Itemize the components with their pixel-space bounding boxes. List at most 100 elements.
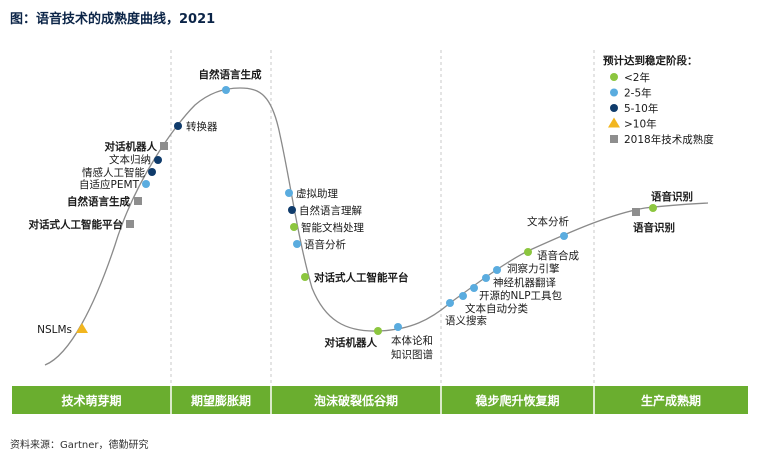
hype-point: 文本分析 [527,215,569,240]
legend-item: >10年 [608,117,657,131]
point-label: 转换器 [186,120,218,133]
point-label: 智能文档处理 [301,221,364,234]
point-label: 自然语言生成 [67,195,130,208]
point-marker [459,292,467,300]
point-label: 对话机器人 [105,140,158,153]
point-marker [174,122,182,130]
point-marker [148,168,156,176]
point-label: 对话式人工智能平台 [29,218,124,231]
hype-point: 自然语言生成 [67,195,142,208]
hype-point: 语音合成 [524,248,579,262]
point-marker [301,273,309,281]
point-label: 自然语言理解 [299,204,362,217]
hype-point: 对话机器人 [325,327,382,349]
point-marker [290,223,298,231]
point-label: 虚拟助理 [296,187,338,200]
hype-point: 虚拟助理 [285,187,338,200]
point-label: 语音分析 [304,238,346,251]
hype-point: NSLMs [37,323,88,336]
hype-point: 开源的NLP工具包 [470,284,563,302]
point-label: 语音合成 [537,249,579,262]
point-marker [293,240,301,248]
point-label: 对话机器人 [325,336,378,349]
point-label: 文本分析 [527,215,569,228]
point-marker [222,86,230,94]
point-label: 情感人工智能 [82,166,145,179]
point-label: 文本自动分类 [465,302,528,315]
point-label: 洞察力引擎 [507,262,560,275]
hype-point: 文本自动分类 [459,292,528,315]
point-marker [160,142,168,150]
point-label: 本体论和 [391,334,433,347]
legend-item: 5-10年 [610,102,658,115]
point-marker [482,274,490,282]
legend-label: 2018年技术成熟度 [624,133,714,146]
hype-point: 情感人工智能 [82,166,156,179]
point-marker [524,248,532,256]
legend-marker [610,73,618,81]
hype-point: 语音分析 [293,238,346,251]
legend-label: 5-10年 [624,102,658,115]
data-points: NSLMs对话式人工智能平台自然语言生成自适应PEMT情感人工智能文本归纳对话机… [29,68,694,361]
point-marker [126,220,134,228]
legend-marker [610,104,618,112]
point-marker [285,189,293,197]
hype-point: 对话式人工智能平台 [301,271,409,284]
source-note: 资料来源：Gartner，德勤研究 [10,440,149,451]
legend-item: 2018年技术成熟度 [610,133,714,146]
phase-label: 生产成熟期 [641,393,701,408]
point-label: 语音识别 [651,190,693,203]
point-marker [154,156,162,164]
point-marker [76,323,88,333]
legend-label: 2-5年 [624,87,652,100]
point-marker [493,266,501,274]
hype-point: 语音识别 [632,208,675,234]
hype-point: 语义搜索 [445,299,487,327]
point-marker [142,180,150,188]
point-label: 自适应PEMT [79,178,140,191]
point-marker [632,208,640,216]
hype-point: 转换器 [174,120,218,133]
point-marker [134,197,142,205]
point-marker [470,284,478,292]
point-marker [394,323,402,331]
point-label: 知识图谱 [391,348,433,361]
hype-point: 对话式人工智能平台 [29,218,134,231]
hype-point: 自适应PEMT [79,178,150,191]
legend: 预计达到稳定阶段： <2年 2-5年 5-10年 >10年 2018年技术成熟度 [603,54,714,146]
point-marker [374,327,382,335]
point-label: 文本归纳 [109,153,151,166]
point-marker [288,206,296,214]
legend-label: >10年 [624,118,657,131]
legend-marker [608,117,620,128]
point-label: 对话式人工智能平台 [314,271,409,284]
legend-title: 预计达到稳定阶段： [603,54,698,67]
chart-title: 图：语音技术的成熟度曲线，2021 [10,12,216,27]
point-label: 语义搜索 [445,314,487,327]
point-label: 语音识别 [633,221,675,234]
point-label: 开源的NLP工具包 [479,289,563,302]
hype-point: 洞察力引擎 [493,262,560,275]
phase-bar: 技术萌芽期 期望膨胀期 泡沫破裂低谷期 稳步爬升恢复期 生产成熟期 [12,386,748,414]
hype-point: 自然语言理解 [288,204,362,217]
hype-point: 语音识别 [649,190,693,212]
point-label: NSLMs [37,324,72,336]
legend-item: 2-5年 [610,87,652,100]
point-label: 神经机器翻译 [493,276,556,289]
point-marker [446,299,454,307]
phase-label: 技术萌芽期 [61,393,121,408]
legend-label: <2年 [624,71,650,84]
hype-point: 智能文档处理 [290,221,364,234]
hype-point: 自然语言生成 [199,68,262,94]
legend-marker [610,88,618,97]
hype-point: 对话机器人 [105,140,168,153]
phase-label: 期望膨胀期 [191,393,251,408]
point-marker [649,204,657,212]
legend-item: <2年 [610,71,650,84]
hype-point: 神经机器翻译 [482,274,556,289]
hype-point: 文本归纳 [109,153,162,166]
hype-curve [44,87,709,366]
phase-label: 泡沫破裂低谷期 [314,393,398,408]
